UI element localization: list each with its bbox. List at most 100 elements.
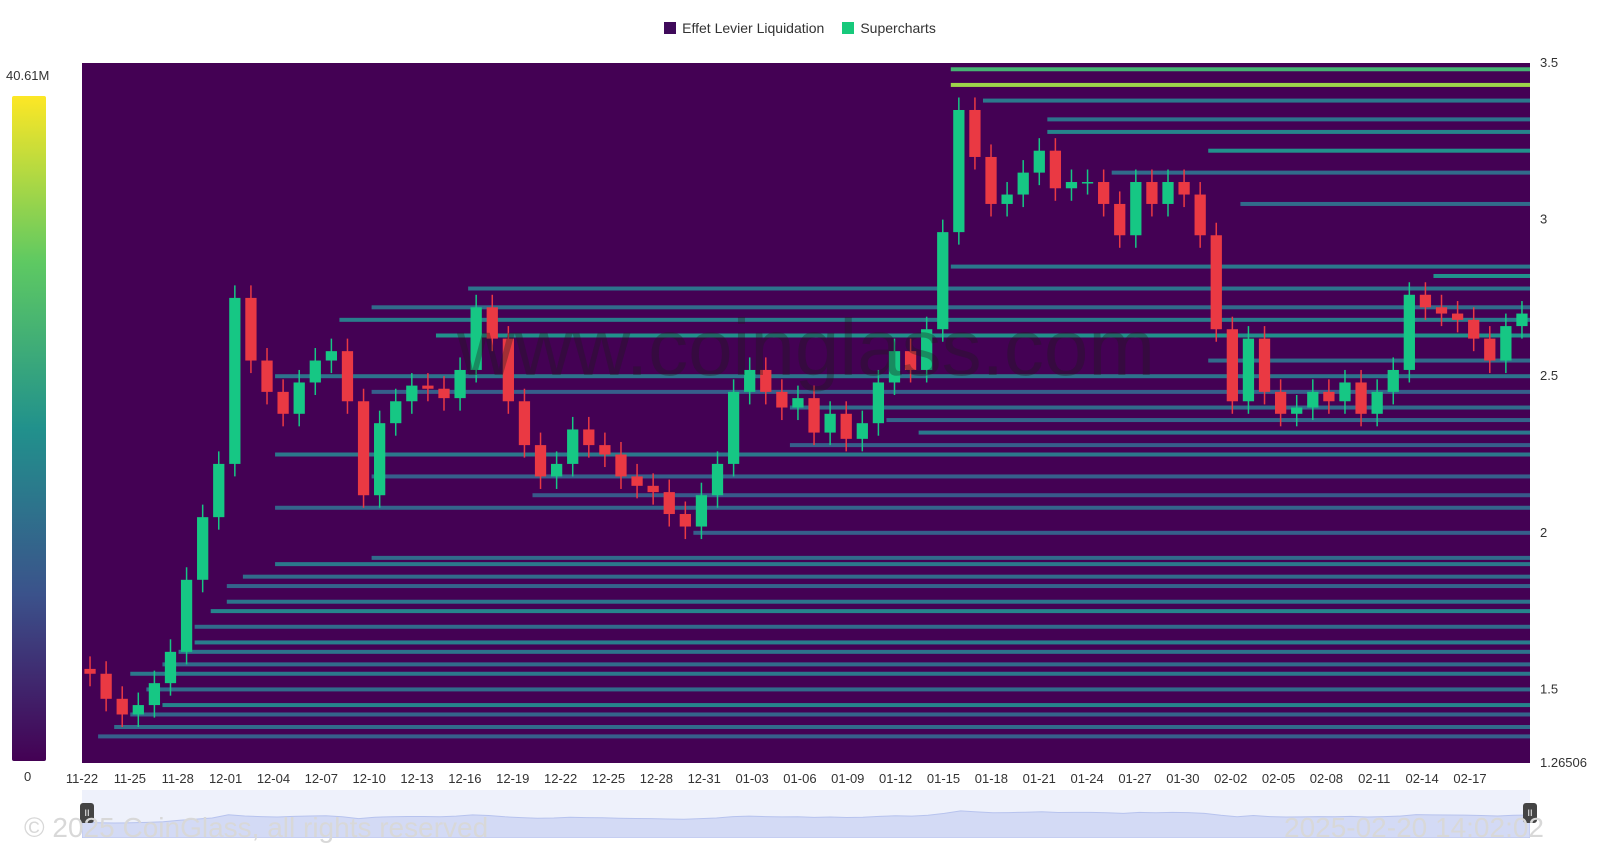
x-tick-label: 01-12 [879,771,912,786]
liquidation-level [950,264,1530,269]
liquidation-level [226,599,1530,604]
candle-body [454,369,466,399]
candle-body [840,413,852,439]
x-tick-label: 12-13 [400,771,433,786]
liquidation-level [194,640,1531,645]
liquidation-level [886,418,1530,423]
x-tick-label: 12-28 [640,771,673,786]
candle-body [1162,182,1174,204]
candle-body [197,517,209,580]
candle-body [341,351,354,402]
candle-body [132,705,144,715]
x-tick-label: 11-25 [114,771,146,786]
candle-body [824,413,836,433]
liquidation-level [226,584,1530,589]
colorbar-max-label: 40.61M [6,68,50,83]
liquidation-level [242,574,1530,579]
legend-item-liquidation[interactable]: Effet Levier Liquidation [664,20,824,36]
x-tick-label: 01-06 [783,771,816,786]
y-tick-label: 1.5 [1540,681,1558,696]
x-tick-label: 02-14 [1406,771,1439,786]
candle-body [1258,338,1271,392]
x-axis: 11-22 11-25 11-28 12-01 12-04 12-07 12-10 12-13… [66,771,1487,786]
liquidation-level [162,662,1530,667]
candle-body [1484,338,1496,361]
x-tick-label: 12-31 [688,771,721,786]
x-tick-label: 02-05 [1262,771,1295,786]
liquidation-level [1208,148,1530,153]
candle-body [1210,235,1222,330]
candle-body [792,398,804,408]
liquidation-level [275,562,1531,567]
candle-body [888,351,901,383]
candle-body [744,369,756,392]
liquidation-heatmap-chart[interactable]: www.coinglass.com 3.5 3 2.5 2 1.5 1.26506 11-… [0,0,1600,790]
x-tick-label: 01-30 [1166,771,1199,786]
legend-label-liquidation: Effet Levier Liquidation [682,20,825,36]
liquidation-level [371,474,1531,479]
liquidation-level [371,555,1531,560]
candle-body [390,401,402,424]
candle-body [1419,294,1432,308]
candle-body [1355,382,1367,414]
candle-body [760,369,772,392]
liquidation-level [1047,129,1530,134]
x-tick-label: 12-25 [592,771,625,786]
candle-body [1065,182,1078,189]
watermark: www.coinglass.com [456,303,1155,392]
liquidation-level [950,82,1530,87]
candle-body [180,579,193,652]
range-navigator[interactable] [82,790,1530,838]
liquidation-level [693,530,1530,535]
timestamp-text: 2025-02-20 14:02:02 [1284,812,1544,843]
navigator-right-handle[interactable]: II [1523,803,1537,823]
candle-body [872,382,885,424]
colorbar [12,96,46,761]
x-tick-label: 02-11 [1358,771,1390,786]
candle-body [357,401,370,496]
chart-legend: Effet Levier Liquidation Supercharts [0,20,1600,36]
candle-body [1435,307,1448,314]
liquidation-level [918,430,1530,435]
x-tick-label: 11-28 [162,771,194,786]
candle-body [663,492,675,515]
candle-body [679,514,691,527]
liquidation-level [178,649,1531,654]
candle-body [1130,182,1142,236]
candle-body [84,668,96,674]
candle-body [486,307,498,339]
candle-body [164,651,177,684]
liquidation-level [130,671,1531,676]
navigator-left-handle[interactable]: II [80,803,94,823]
candle-body [116,698,128,715]
candle-body [1339,382,1351,402]
liquidation-level [435,333,1530,338]
legend-label-supercharts: Supercharts [860,20,936,36]
candle-body [1194,194,1206,236]
candle-body [727,391,740,464]
candle-body [583,429,595,446]
x-tick-label: 01-27 [1118,771,1151,786]
candle-body [1307,391,1319,408]
liquidation-level [950,67,1530,72]
liquidation-level [789,443,1530,448]
x-tick-label: 02-08 [1310,771,1343,786]
candle-body [1017,172,1029,195]
candle-body [374,423,386,496]
candle-body [953,109,965,233]
legend-item-supercharts[interactable]: Supercharts [842,20,936,36]
liquidation-level [339,317,1530,322]
liquidation-level [275,505,1531,510]
candle-body [1451,313,1464,320]
candle-body [213,463,225,518]
candle-body [229,297,241,464]
candle-body [1001,194,1013,204]
x-tick-label: 01-09 [831,771,864,786]
y-axis: 3.5 3 2.5 2 1.5 1.26506 [1540,55,1587,770]
candle-body [615,454,627,477]
candle-body [695,495,708,527]
liquidation-level [1208,358,1530,363]
candle-body [1387,369,1399,392]
candle-body [1323,391,1335,402]
candle-body [1291,407,1303,414]
